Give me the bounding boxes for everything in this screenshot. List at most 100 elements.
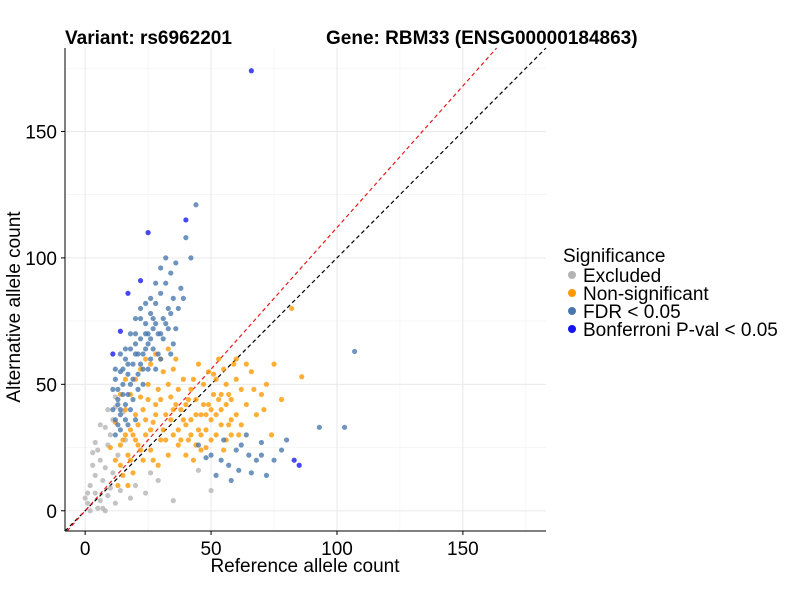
data-point (188, 417, 194, 423)
data-point (213, 376, 219, 382)
legend-label: Excluded (583, 266, 661, 287)
data-point (155, 477, 161, 484)
data-point (190, 376, 197, 382)
data-point (218, 391, 224, 398)
data-point (188, 386, 194, 392)
tick-labels: 0 50 100 150 0 50 100 150 (25, 122, 478, 560)
data-point (125, 371, 131, 377)
data-point (132, 417, 139, 423)
x-tick-label: 100 (321, 539, 353, 560)
data-point (130, 432, 136, 438)
data-point (125, 422, 131, 428)
data-point (168, 394, 174, 400)
data-point (190, 457, 197, 463)
data-point (148, 470, 154, 476)
data-point (170, 366, 176, 372)
data-point (183, 401, 189, 408)
y-tick-label: 150 (25, 122, 57, 143)
data-point (228, 417, 234, 423)
data-point (208, 417, 214, 423)
data-point (253, 412, 259, 418)
data-points (82, 68, 358, 514)
legend-label: Bonferroni P-val < 0.05 (583, 320, 778, 341)
data-point (238, 422, 244, 428)
data-point (218, 457, 224, 463)
y-tick-label: 50 (36, 375, 57, 396)
data-point (155, 386, 161, 392)
data-point (107, 485, 113, 491)
data-point (213, 432, 219, 438)
data-point (163, 255, 169, 261)
data-point (203, 455, 209, 461)
data-point (205, 369, 212, 375)
data-point (125, 361, 131, 367)
legend-label: FDR < 0.05 (583, 302, 681, 323)
data-point (148, 310, 154, 317)
data-point (117, 442, 124, 448)
data-point (100, 477, 106, 484)
data-point (145, 381, 151, 387)
data-point (208, 437, 214, 443)
data-point (115, 482, 121, 489)
data-point (261, 407, 267, 413)
data-point (92, 472, 98, 478)
data-point (107, 444, 113, 451)
data-point (130, 396, 136, 403)
data-point (140, 457, 146, 463)
data-point (221, 437, 227, 443)
data-point (132, 412, 139, 418)
data-point (142, 300, 149, 307)
data-point (125, 452, 131, 458)
series-fdr-0-05 (110, 202, 358, 484)
data-point (127, 331, 134, 337)
data-point (142, 356, 149, 362)
data-point (132, 315, 139, 322)
data-point (120, 366, 126, 372)
data-point (175, 427, 181, 433)
data-point (87, 482, 93, 489)
legend: Significance ExcludedNon-significantFDR … (563, 246, 778, 341)
data-point (163, 412, 169, 418)
data-point (170, 432, 176, 438)
data-point (175, 442, 181, 448)
data-point (268, 432, 275, 438)
data-point (170, 498, 176, 504)
data-point (183, 452, 189, 458)
data-point (243, 361, 249, 367)
series-bonferroni-p-val-0-05 (110, 68, 302, 468)
data-point (160, 315, 166, 322)
data-point (122, 417, 129, 423)
data-point (142, 331, 149, 337)
data-point (195, 427, 202, 433)
data-point (238, 442, 244, 448)
data-point (223, 401, 229, 408)
data-point (248, 369, 254, 375)
data-point (117, 407, 124, 413)
data-point (115, 452, 121, 458)
data-point (135, 422, 141, 428)
data-point (198, 432, 204, 438)
data-point (284, 437, 290, 443)
data-point (110, 351, 116, 357)
data-point (122, 356, 129, 362)
data-point (142, 417, 149, 423)
data-point (135, 386, 141, 392)
data-point (137, 361, 144, 367)
data-point (95, 447, 101, 453)
data-point (208, 452, 214, 458)
data-point (85, 490, 91, 496)
data-point (165, 452, 171, 458)
reference-line-identity (64, 47, 547, 532)
data-point (148, 336, 154, 342)
legend-key (568, 271, 576, 279)
data-point (236, 467, 242, 473)
data-point (248, 68, 254, 74)
data-point (195, 467, 202, 473)
reference-lines (64, 47, 547, 532)
data-point (120, 391, 126, 398)
data-point (85, 500, 91, 506)
data-point (183, 217, 189, 223)
data-point (173, 260, 179, 266)
data-point (278, 447, 285, 453)
data-point (243, 401, 249, 408)
